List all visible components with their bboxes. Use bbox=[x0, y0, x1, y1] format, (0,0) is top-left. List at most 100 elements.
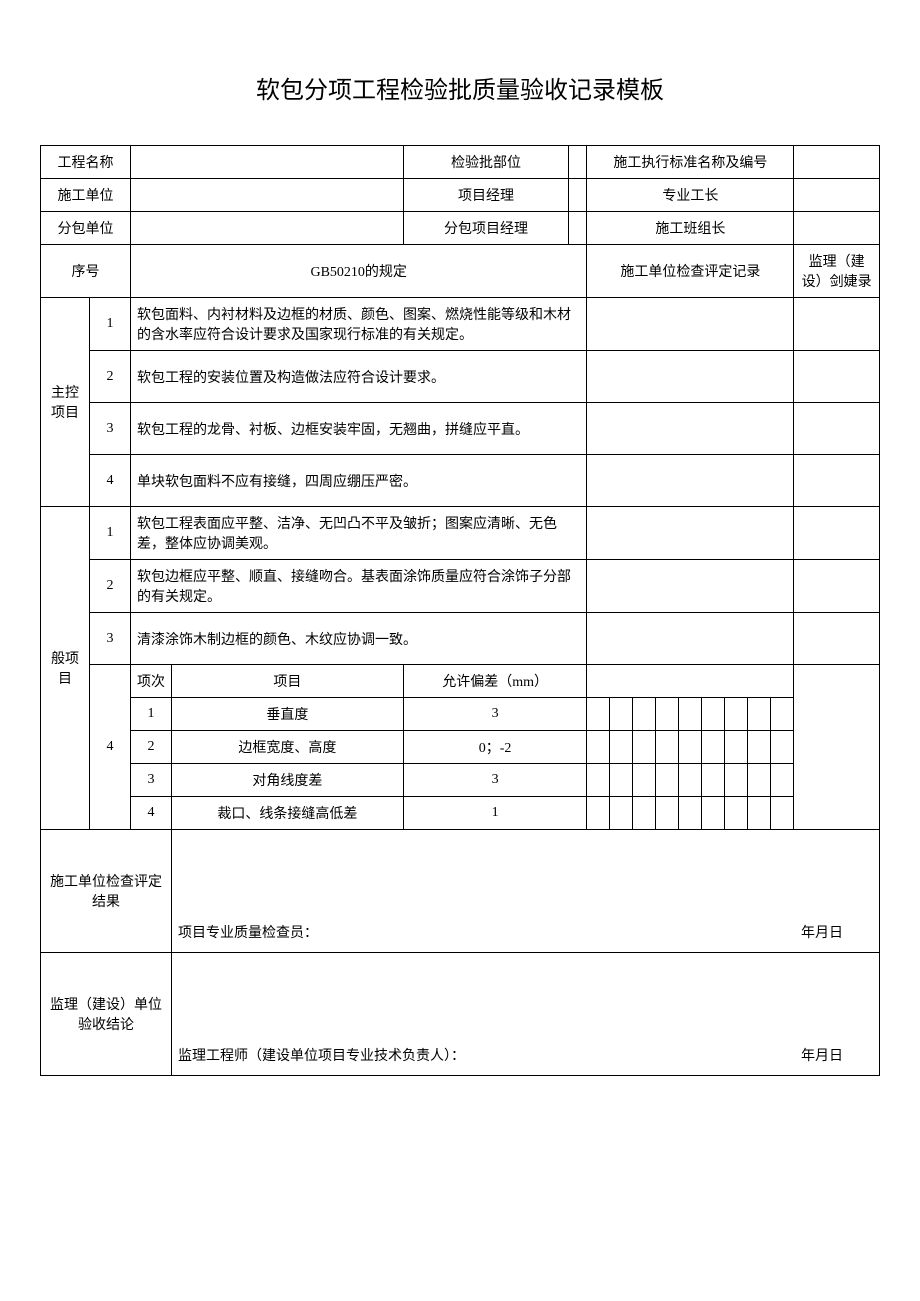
check-cell[interactable] bbox=[702, 698, 725, 731]
sub-row-name: 垂直度 bbox=[172, 698, 404, 731]
general-item-num: 3 bbox=[90, 613, 131, 665]
check-cell[interactable] bbox=[771, 731, 794, 764]
label-contractor-result: 施工单位检查评定结果 bbox=[41, 830, 172, 953]
label-project-name: 工程名称 bbox=[41, 146, 131, 179]
sub-row-num: 1 bbox=[131, 698, 172, 731]
check-cell[interactable] bbox=[725, 797, 748, 830]
general-item-text: 清漆涂饰木制边框的颜色、木纹应协调一致。 bbox=[131, 613, 587, 665]
check-cell[interactable] bbox=[702, 764, 725, 797]
field-construction-unit[interactable] bbox=[131, 179, 404, 212]
sub-row-name: 边框宽度、高度 bbox=[172, 731, 404, 764]
check-cell[interactable] bbox=[633, 731, 656, 764]
sub-header-record[interactable] bbox=[587, 665, 794, 698]
check-cell[interactable] bbox=[748, 764, 771, 797]
check-cell[interactable] bbox=[656, 797, 679, 830]
check-cell[interactable] bbox=[587, 731, 610, 764]
sub-header-seq: 项次 bbox=[131, 665, 172, 698]
label-supervisor-engineer: 监理工程师（建设单位项目专业技术负责人）： bbox=[178, 1045, 465, 1065]
field-project-manager[interactable] bbox=[569, 179, 587, 212]
check-cell[interactable] bbox=[587, 764, 610, 797]
master-item-supervisor[interactable] bbox=[794, 298, 880, 351]
master-item-text: 软包工程的安装位置及构造做法应符合设计要求。 bbox=[131, 351, 587, 403]
field-sub-pm[interactable] bbox=[569, 212, 587, 245]
check-cell[interactable] bbox=[679, 764, 702, 797]
label-supervisor-record: 监理（建设）剑婕录 bbox=[794, 245, 880, 298]
check-cell[interactable] bbox=[725, 731, 748, 764]
check-cell[interactable] bbox=[633, 764, 656, 797]
check-cell[interactable] bbox=[725, 698, 748, 731]
check-cell[interactable] bbox=[587, 698, 610, 731]
general-item-text: 软包边框应平整、顺直、接缝吻合。基表面涂饰质量应符合涂饰子分部的有关规定。 bbox=[131, 560, 587, 613]
general-sub-num: 4 bbox=[90, 665, 131, 830]
check-cell[interactable] bbox=[771, 698, 794, 731]
label-gb-spec: GB50210的规定 bbox=[131, 245, 587, 298]
page-title: 软包分项工程检验批质量验收记录模板 bbox=[40, 70, 880, 105]
general-item-num: 1 bbox=[90, 507, 131, 560]
check-cell[interactable] bbox=[610, 731, 633, 764]
master-item-record[interactable] bbox=[587, 403, 794, 455]
master-item-num: 2 bbox=[90, 351, 131, 403]
inspection-table: 工程名称 检验批部位 施工执行标准名称及编号 施工单位 项目经理 专业工长 分包… bbox=[40, 145, 880, 1076]
contractor-signature-area[interactable]: 项目专业质量检查员： 年月日 bbox=[172, 830, 880, 953]
check-cell[interactable] bbox=[610, 797, 633, 830]
check-cell[interactable] bbox=[679, 698, 702, 731]
check-cell[interactable] bbox=[771, 797, 794, 830]
master-item-supervisor[interactable] bbox=[794, 403, 880, 455]
check-cell[interactable] bbox=[725, 764, 748, 797]
label-project-manager: 项目经理 bbox=[403, 179, 568, 212]
sub-row-tol: 3 bbox=[403, 698, 587, 731]
label-subcontractor: 分包单位 bbox=[41, 212, 131, 245]
general-item-supervisor[interactable] bbox=[794, 613, 880, 665]
label-date: 年月日 bbox=[801, 1045, 843, 1065]
check-cell[interactable] bbox=[679, 797, 702, 830]
check-cell[interactable] bbox=[633, 797, 656, 830]
general-item-supervisor[interactable] bbox=[794, 507, 880, 560]
field-subcontractor[interactable] bbox=[131, 212, 404, 245]
sub-row-tol: 1 bbox=[403, 797, 587, 830]
general-item-record[interactable] bbox=[587, 560, 794, 613]
check-cell[interactable] bbox=[656, 698, 679, 731]
sub-supervisor[interactable] bbox=[794, 665, 880, 830]
master-item-text: 软包工程的龙骨、衬板、边框安装牢固，无翘曲，拼缝应平直。 bbox=[131, 403, 587, 455]
label-foreman: 专业工长 bbox=[587, 179, 794, 212]
field-project-name[interactable] bbox=[131, 146, 404, 179]
label-team-leader: 施工班组长 bbox=[587, 212, 794, 245]
master-item-supervisor[interactable] bbox=[794, 351, 880, 403]
sub-header-tolerance: 允许偏差（mm） bbox=[403, 665, 587, 698]
check-cell[interactable] bbox=[610, 764, 633, 797]
field-foreman[interactable] bbox=[794, 179, 880, 212]
sub-row-tol: 0；-2 bbox=[403, 731, 587, 764]
supervisor-signature-area[interactable]: 监理工程师（建设单位项目专业技术负责人）： 年月日 bbox=[172, 953, 880, 1076]
label-standard-name: 施工执行标准名称及编号 bbox=[587, 146, 794, 179]
field-batch-location[interactable] bbox=[569, 146, 587, 179]
check-cell[interactable] bbox=[748, 797, 771, 830]
label-date: 年月日 bbox=[801, 922, 843, 942]
general-item-record[interactable] bbox=[587, 613, 794, 665]
sub-row-num: 4 bbox=[131, 797, 172, 830]
master-item-record[interactable] bbox=[587, 455, 794, 507]
general-item-supervisor[interactable] bbox=[794, 560, 880, 613]
sub-row-name: 对角线度差 bbox=[172, 764, 404, 797]
check-cell[interactable] bbox=[702, 731, 725, 764]
check-cell[interactable] bbox=[656, 764, 679, 797]
check-cell[interactable] bbox=[771, 764, 794, 797]
check-cell[interactable] bbox=[748, 731, 771, 764]
check-cell[interactable] bbox=[679, 731, 702, 764]
master-item-record[interactable] bbox=[587, 298, 794, 351]
master-item-num: 3 bbox=[90, 403, 131, 455]
check-cell[interactable] bbox=[748, 698, 771, 731]
sub-row-name: 裁口、线条接缝高低差 bbox=[172, 797, 404, 830]
general-item-record[interactable] bbox=[587, 507, 794, 560]
label-general-section: 般项目 bbox=[41, 507, 90, 830]
field-standard-name[interactable] bbox=[794, 146, 880, 179]
check-cell[interactable] bbox=[610, 698, 633, 731]
check-cell[interactable] bbox=[633, 698, 656, 731]
master-item-supervisor[interactable] bbox=[794, 455, 880, 507]
check-cell[interactable] bbox=[587, 797, 610, 830]
label-seq: 序号 bbox=[41, 245, 131, 298]
master-item-record[interactable] bbox=[587, 351, 794, 403]
sub-row-num: 2 bbox=[131, 731, 172, 764]
check-cell[interactable] bbox=[656, 731, 679, 764]
field-team-leader[interactable] bbox=[794, 212, 880, 245]
check-cell[interactable] bbox=[702, 797, 725, 830]
